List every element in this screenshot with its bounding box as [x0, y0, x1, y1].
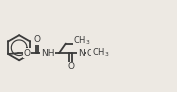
Text: O: O: [24, 49, 30, 58]
Text: O: O: [86, 49, 93, 58]
Text: N: N: [78, 49, 84, 58]
Text: CH$_3$: CH$_3$: [73, 34, 91, 47]
Text: O: O: [67, 62, 74, 71]
Text: O: O: [34, 35, 41, 44]
Text: CH$_3$: CH$_3$: [92, 47, 110, 59]
Text: NH: NH: [41, 49, 55, 58]
